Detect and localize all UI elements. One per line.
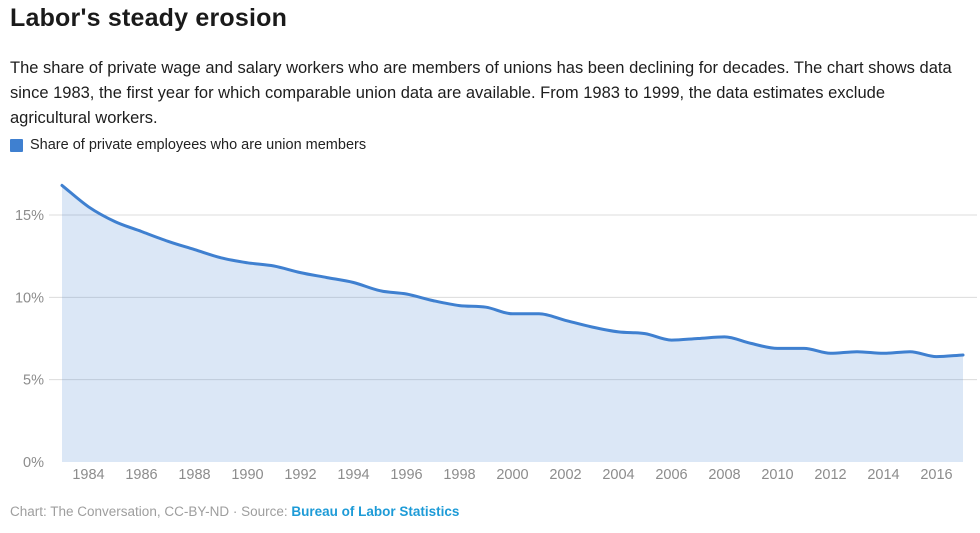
legend: Share of private employees who are union…	[10, 137, 366, 153]
chart-description: The share of private wage and salary wor…	[10, 59, 952, 127]
legend-swatch	[10, 138, 23, 152]
y-axis-label: 15%	[15, 208, 44, 224]
page-title: Labor's steady erosion	[10, 4, 288, 32]
y-axis-label: 5%	[23, 373, 44, 389]
area-chart: 0% 5% 10% 15% 1984 1986 1988 1990 1992 1994 1996 19…	[15, 183, 977, 483]
x-axis-label: 1988	[178, 467, 210, 483]
x-axis-label: 2006	[655, 467, 687, 483]
y-axis-label: 10%	[15, 290, 44, 306]
x-axis-label: 1996	[390, 467, 422, 483]
x-axis-label: 2012	[814, 467, 846, 483]
source-link[interactable]: Bureau of Labor Statistics	[291, 504, 460, 519]
x-axis-label: 2004	[602, 467, 634, 483]
x-axis-label: 1990	[231, 467, 263, 483]
area-fill	[62, 185, 963, 462]
x-axis-label: 2002	[549, 467, 581, 483]
x-axis-label: 1984	[72, 467, 104, 483]
x-axis-label: 1994	[337, 467, 369, 483]
trend-line	[60, 183, 965, 359]
x-axis-label: 2000	[496, 467, 528, 483]
x-axis-label: 1998	[443, 467, 475, 483]
x-axis-label: 2016	[920, 467, 952, 483]
y-axis-label: 0%	[23, 455, 44, 471]
x-axis-label: 1992	[284, 467, 316, 483]
legend-label: Share of private employees who are union…	[30, 137, 367, 153]
x-axis-label: 2014	[867, 467, 899, 483]
x-axis-label: 1986	[125, 467, 157, 483]
attribution-text: Chart: The Conversation, CC-BY-ND · Sour…	[10, 504, 292, 519]
attribution: Chart: The Conversation, CC-BY-ND · Sour…	[10, 504, 459, 519]
x-axis-label: 2008	[708, 467, 740, 483]
x-axis-label: 2010	[761, 467, 793, 483]
